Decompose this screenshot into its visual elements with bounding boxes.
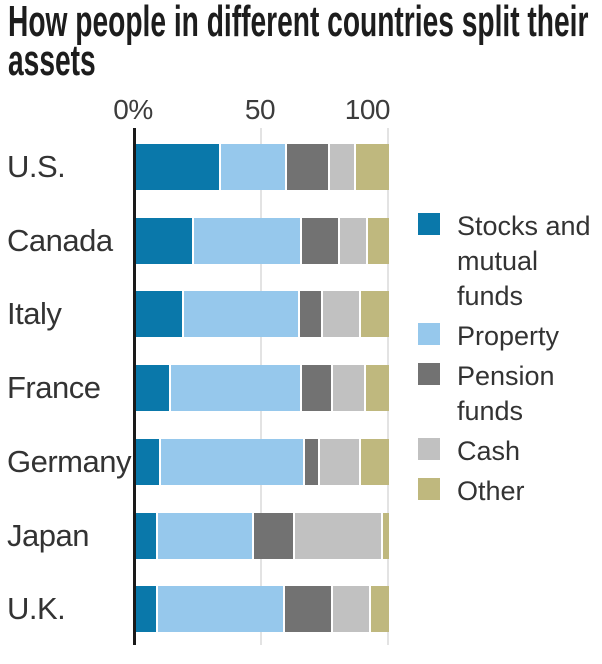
stacked-bar xyxy=(136,512,389,559)
bar-segment-pension-funds xyxy=(297,291,321,338)
legend-label: Pension funds xyxy=(457,361,555,426)
legend-swatch-icon xyxy=(418,363,440,385)
category-label: France xyxy=(7,370,101,406)
bar-segment-other xyxy=(353,144,389,190)
bar-segment-cash xyxy=(320,291,359,338)
bar-segment-property xyxy=(156,512,253,559)
legend: Stocks and mutual funds Property Pension f… xyxy=(418,209,594,514)
legend-item-property: Property xyxy=(418,319,594,354)
bar-segment-other xyxy=(366,217,389,264)
legend-swatch-icon xyxy=(418,323,440,345)
bar-segment-stocks-and-mutual-funds xyxy=(136,217,192,264)
category-label: U.K. xyxy=(7,591,66,627)
category-label: Germany xyxy=(7,443,131,479)
bar-segment-stocks-and-mutual-funds xyxy=(136,144,220,190)
bar-segment-stocks-and-mutual-funds xyxy=(136,365,169,412)
bar-segment-pension-funds xyxy=(285,144,329,190)
bar-segment-cash xyxy=(292,512,382,559)
chart-title-line2: assets xyxy=(8,36,96,85)
bar-segment-pension-funds xyxy=(282,586,331,633)
bar-segment-other xyxy=(368,586,389,633)
legend-item-other: Other xyxy=(418,474,594,509)
category-label: Japan xyxy=(7,517,89,553)
bar-segment-pension-funds xyxy=(302,438,319,485)
bar-segment-cash xyxy=(328,144,354,190)
bar-segment-other xyxy=(381,512,389,559)
category-label: Canada xyxy=(7,222,113,258)
bar-segment-cash xyxy=(330,586,369,633)
bar-segment-stocks-and-mutual-funds xyxy=(136,586,157,633)
x-axis-tick-label-50: 50 xyxy=(244,94,276,125)
chart-row-japan: Japan xyxy=(0,512,602,559)
bar-segment-property xyxy=(191,217,301,264)
legend-swatch-icon xyxy=(418,438,440,460)
bar-segment-pension-funds xyxy=(300,217,339,264)
bar-segment-cash xyxy=(338,217,367,264)
bar-segment-property xyxy=(219,144,286,190)
chart-row-u-k: U.K. xyxy=(0,586,602,633)
bar-segment-property xyxy=(181,291,298,338)
stacked-bar xyxy=(136,586,389,633)
bar-segment-cash xyxy=(318,438,359,485)
bar-segment-cash xyxy=(330,365,364,412)
category-label: Italy xyxy=(7,296,62,332)
legend-label: Other xyxy=(457,476,525,506)
bar-segment-stocks-and-mutual-funds xyxy=(136,438,159,485)
legend-label: Property xyxy=(457,321,560,351)
chart-title: How people in different countries split … xyxy=(8,0,589,85)
category-label: U.S. xyxy=(7,149,66,184)
legend-item-cash: Cash xyxy=(418,434,594,469)
bar-segment-stocks-and-mutual-funds xyxy=(136,291,182,338)
axis-baseline xyxy=(133,128,136,645)
stacked-bar xyxy=(136,144,389,190)
stacked-bar xyxy=(136,291,389,338)
legend-swatch-icon xyxy=(418,478,440,500)
x-axis-tick-label-0: 0% xyxy=(113,94,153,125)
bar-segment-other xyxy=(358,438,389,485)
bar-segment-property xyxy=(158,438,303,485)
legend-swatch-icon xyxy=(418,213,440,235)
stacked-bar xyxy=(136,365,389,412)
legend-label: Cash xyxy=(457,436,521,466)
x-axis-tick-label-100: 100 xyxy=(344,94,391,125)
chart-row-italy: Italy xyxy=(0,291,602,338)
bar-segment-pension-funds xyxy=(252,512,293,559)
bar-segment-pension-funds xyxy=(300,365,331,412)
bar-segment-property xyxy=(156,586,283,633)
stacked-bar xyxy=(136,438,389,485)
stacked-bar xyxy=(136,217,389,264)
legend-item-pension-funds: Pension funds xyxy=(418,359,594,429)
chart-row-france: France xyxy=(0,365,602,412)
chart-row-germany: Germany xyxy=(0,438,602,485)
bar-segment-property xyxy=(168,365,301,412)
bar-segment-other xyxy=(363,365,389,412)
chart-title-line1: How people in different countries split … xyxy=(8,0,589,46)
legend-item-stocks-and-mutual-funds: Stocks and mutual funds xyxy=(418,209,594,314)
legend-label: Stocks and mutual funds xyxy=(457,211,591,311)
bar-segment-other xyxy=(358,291,389,338)
bar-segment-stocks-and-mutual-funds xyxy=(136,512,157,559)
chart-row-canada: Canada xyxy=(0,217,602,264)
chart-row-u-s: U.S. xyxy=(0,144,602,190)
